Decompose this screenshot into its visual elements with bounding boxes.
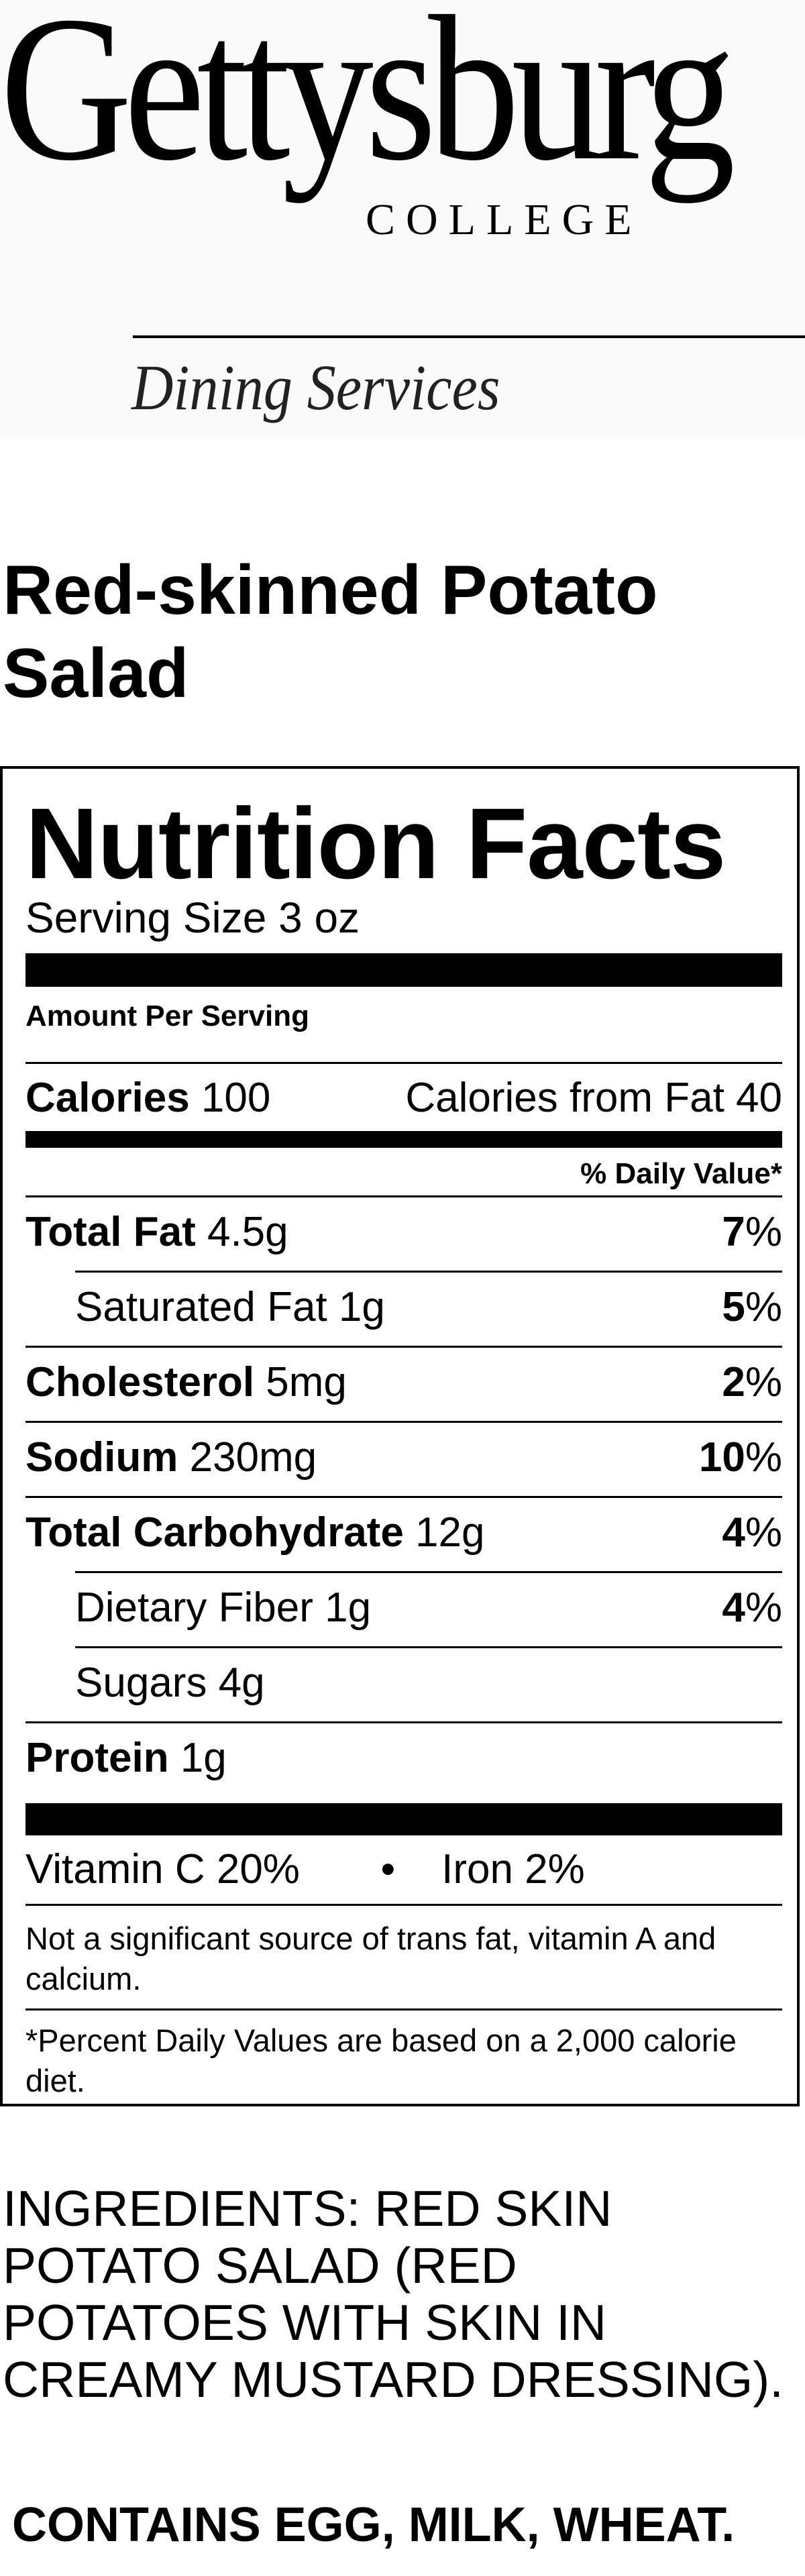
- nutrient-amount: 1g: [338, 1284, 385, 1330]
- nutrient-amount: 4.5g: [207, 1209, 288, 1255]
- calories-from-fat: Calories from Fat 40: [405, 1075, 782, 1121]
- nutrient-amount: 4g: [218, 1660, 265, 1706]
- nutrient-daily-value: 5: [722, 1284, 745, 1330]
- nutrient-label: Total Carbohydrate: [25, 1509, 404, 1556]
- nutrient-label: Total Fat: [25, 1209, 196, 1255]
- header-divider: [133, 335, 805, 338]
- nutrient-row: Cholesterol 5mg 2%: [25, 1359, 782, 1405]
- rule-footnote: [25, 2008, 782, 2010]
- daily-value-header: % Daily Value*: [580, 1157, 782, 1190]
- nutrient-row: Sugars 4g: [75, 1658, 782, 1708]
- dining-services-label: Dining Services: [131, 352, 500, 423]
- nutrient-label: Sodium: [25, 1434, 178, 1481]
- nutrient-label: Cholesterol: [25, 1359, 255, 1405]
- nutrient-daily-value: 7: [722, 1209, 745, 1255]
- vitamins-row: Vitamin C 20% • Iron 2%: [25, 1845, 782, 1894]
- nutrient-row: Total Fat 4.5g 7%: [25, 1209, 782, 1255]
- nutrition-facts-heading: Nutrition Facts: [25, 787, 726, 900]
- nutrient-rule: [25, 1346, 782, 1348]
- nutrient-amount: 1g: [180, 1735, 227, 1781]
- ingredients-text: INGREDIENTS: RED SKIN POTATO SALAD (RED …: [3, 2180, 784, 2408]
- nutrient-rule: [25, 1195, 782, 1197]
- daily-value-row: % Daily Value*: [25, 1154, 782, 1194]
- serving-size: Serving Size 3 oz: [25, 894, 360, 942]
- nutrient-amount: 5mg: [266, 1359, 347, 1405]
- vitamins-text: Vitamin C 20% • Iron 2%: [25, 1846, 585, 1892]
- nutrient-amount: 1g: [325, 1585, 372, 1631]
- nutrient-rule: [25, 1421, 782, 1423]
- nutrition-facts-panel: Nutrition Facts Serving Size 3 oz Amount…: [0, 766, 800, 2106]
- calories-label: Calories: [25, 1075, 190, 1121]
- nutrient-label: Sugars: [75, 1660, 207, 1706]
- nutrient-rule: [75, 1646, 782, 1648]
- rule-calories: [25, 1062, 782, 1064]
- allergen-statement: CONTAINS EGG, MILK, WHEAT.: [12, 2498, 735, 2552]
- trans-fat-note: Not a significant source of trans fat, v…: [25, 1921, 716, 1996]
- nutrient-row: Total Carbohydrate 12g 4%: [25, 1509, 782, 1556]
- nutrient-daily-value: 10: [698, 1434, 745, 1481]
- rule-notes: [25, 1904, 782, 1906]
- thick-bar-bottom: [25, 1803, 782, 1835]
- nutrient-row: Sodium 230mg 10%: [25, 1434, 782, 1481]
- nutrient-row: Protein 1g: [25, 1733, 782, 1783]
- calories-row: Calories 100 Calories from Fat 40: [25, 1073, 782, 1123]
- nutrient-rule: [75, 1571, 782, 1573]
- nutrient-rule: [25, 1496, 782, 1498]
- nutrient-amount: 12g: [415, 1509, 485, 1556]
- nutrient-label: Protein: [25, 1735, 169, 1781]
- nutrient-label: Saturated Fat: [75, 1284, 327, 1330]
- nutrient-daily-value: 4: [722, 1509, 745, 1556]
- item-title: Red-skinned Potato Salad: [3, 551, 658, 712]
- dining-header: Gettysburg COLLEGE Dining Services: [0, 0, 805, 436]
- nutrient-daily-value: 2: [722, 1359, 745, 1405]
- amount-per-serving: Amount Per Serving: [25, 1000, 309, 1032]
- thick-bar-mid: [25, 1131, 782, 1148]
- nutrient-rule: [75, 1271, 782, 1273]
- calories-value: 100: [201, 1075, 271, 1121]
- thick-bar-top: [25, 953, 782, 987]
- nutrient-row: Saturated Fat 1g 5%: [75, 1284, 782, 1330]
- nutrient-rule: [25, 1721, 782, 1723]
- nutrient-row: Dietary Fiber 1g 4%: [75, 1585, 782, 1631]
- gettysburg-logo: Gettysburg: [0, 0, 735, 204]
- nutrient-label: Dietary Fiber: [75, 1585, 313, 1631]
- college-wordmark: COLLEGE: [366, 195, 643, 244]
- daily-value-footnote: *Percent Daily Values are based on a 2,0…: [25, 2023, 737, 2098]
- nutrient-daily-value: 4: [722, 1585, 745, 1631]
- nutrient-amount: 230mg: [189, 1434, 317, 1481]
